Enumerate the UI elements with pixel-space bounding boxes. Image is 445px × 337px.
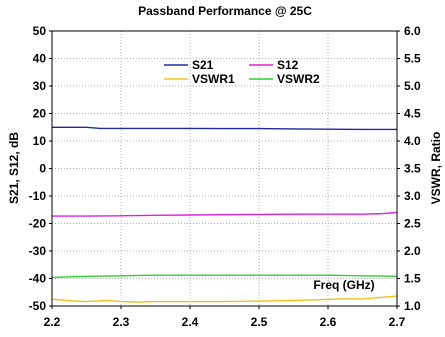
left-tick-label: -40 bbox=[29, 272, 47, 286]
x-tick-label: 2.3 bbox=[113, 315, 130, 329]
legend: S21 S12 VSWR1 VSWR2 bbox=[164, 58, 320, 86]
right-tick-label: 3.0 bbox=[404, 189, 421, 203]
left-tick-label: 10 bbox=[33, 134, 47, 148]
right-tick-label: 5.5 bbox=[404, 52, 421, 66]
left-tick-label: 50 bbox=[33, 24, 47, 38]
x-axis-label: Freq (GHz) bbox=[313, 278, 374, 292]
series-line-vswr2 bbox=[51, 274, 398, 279]
left-axis-ticks: 50 40 30 20 10 0 -10 -20 -30 -40 -50 bbox=[29, 24, 52, 313]
x-tick-label: 2.2 bbox=[44, 315, 61, 329]
left-tick-label: -30 bbox=[29, 244, 47, 258]
left-axis-label: S21, S12, dB bbox=[7, 132, 21, 204]
left-tick-label: -10 bbox=[29, 189, 47, 203]
series-lines bbox=[51, 126, 398, 303]
series-line-s12 bbox=[52, 211, 398, 217]
right-tick-label: 5.0 bbox=[404, 79, 421, 93]
legend-label-vswr1: VSWR1 bbox=[192, 72, 235, 86]
legend-label-vswr2: VSWR2 bbox=[277, 72, 320, 86]
left-tick-label: 20 bbox=[33, 107, 47, 121]
left-tick-label: 40 bbox=[33, 52, 47, 66]
series-line-vswr1 bbox=[51, 295, 398, 303]
legend-label-s12: S12 bbox=[277, 58, 299, 72]
right-tick-label: 1.0 bbox=[404, 299, 421, 313]
right-tick-label: 4.0 bbox=[404, 134, 421, 148]
x-axis-ticks: 2.2 2.3 2.4 2.5 2.6 2.7 bbox=[44, 306, 406, 329]
left-tick-label: -20 bbox=[29, 217, 47, 231]
grid bbox=[52, 31, 397, 306]
right-tick-label: 6.0 bbox=[404, 24, 421, 38]
right-tick-label: 2.0 bbox=[404, 244, 421, 258]
right-axis-label: VSWR, Ratio bbox=[429, 132, 443, 205]
x-tick-label: 2.4 bbox=[182, 315, 199, 329]
x-tick-label: 2.5 bbox=[251, 315, 268, 329]
x-tick-label: 2.7 bbox=[389, 315, 406, 329]
left-tick-label: -50 bbox=[29, 299, 47, 313]
chart-title: Passband Performance @ 25C bbox=[138, 4, 312, 18]
left-tick-label: 0 bbox=[39, 162, 46, 176]
right-axis-ticks: 6.0 5.5 5.0 4.5 4.0 3.5 3.0 2.5 2.0 1.5 1.0 bbox=[397, 24, 421, 313]
legend-label-s21: S21 bbox=[192, 58, 214, 72]
left-tick-label: 30 bbox=[33, 79, 47, 93]
right-tick-label: 2.5 bbox=[404, 217, 421, 231]
right-tick-label: 1.5 bbox=[404, 272, 421, 286]
x-tick-label: 2.6 bbox=[320, 315, 337, 329]
right-tick-label: 4.5 bbox=[404, 107, 421, 121]
right-tick-label: 3.5 bbox=[404, 162, 421, 176]
series-line-s21 bbox=[52, 126, 397, 131]
